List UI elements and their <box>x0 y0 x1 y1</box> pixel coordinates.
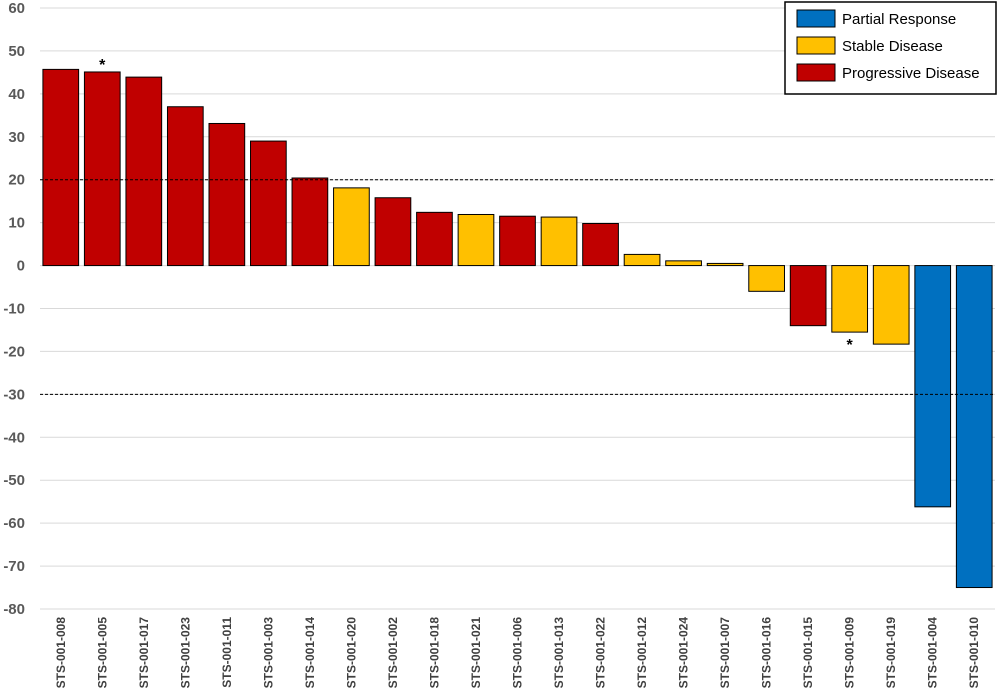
x-tick-label: STS-001-010 <box>967 617 981 689</box>
x-tick-label: STS-001-022 <box>594 617 608 689</box>
x-tick-label: STS-001-021 <box>469 617 483 689</box>
bar <box>914 265 952 508</box>
y-tick-label: 20 <box>8 172 25 189</box>
x-tick-label: STS-001-017 <box>137 617 151 689</box>
legend-swatch <box>796 9 836 28</box>
y-tick-label: 60 <box>8 0 25 17</box>
legend-label: Partial Response <box>842 11 956 28</box>
bar <box>83 71 121 267</box>
x-tick-label: STS-001-012 <box>635 617 649 689</box>
bar <box>416 211 453 267</box>
bar <box>333 187 370 267</box>
x-tick-label: STS-001-024 <box>677 617 691 689</box>
bar <box>499 215 536 267</box>
y-axis-tick-labels: 60 50 40 30 20 10 0 -10 -20 -30 -40 -50 -60 -70 -80 <box>3 0 25 618</box>
x-tick-label: STS-001-003 <box>261 617 275 689</box>
bar <box>955 265 993 589</box>
bar <box>789 265 827 327</box>
bar <box>582 223 619 267</box>
y-tick-label: -80 <box>3 601 25 618</box>
y-tick-label: 40 <box>8 86 25 103</box>
y-tick-label: 30 <box>8 129 25 146</box>
reference-lines <box>40 179 995 395</box>
y-tick-label: -10 <box>3 301 25 318</box>
x-tick-label: STS-001-005 <box>95 617 109 689</box>
bar <box>166 106 204 267</box>
y-tick-label: -40 <box>3 429 25 446</box>
legend-label: Progressive Disease <box>842 65 980 82</box>
bar <box>291 177 329 267</box>
bars <box>42 68 993 589</box>
x-tick-label: STS-001-018 <box>427 617 441 689</box>
x-tick-label: STS-001-009 <box>843 617 857 689</box>
y-tick-label: -60 <box>3 515 25 532</box>
bar <box>125 76 163 267</box>
y-tick-label: -30 <box>3 386 25 403</box>
bar <box>706 262 744 267</box>
x-tick-label: STS-001-013 <box>552 617 566 689</box>
x-tick-label: STS-001-014 <box>303 617 317 689</box>
x-tick-label: STS-001-016 <box>760 617 774 689</box>
x-axis-category-labels: STS-001-008 STS-001-005 STS-001-017 STS-001… <box>54 617 981 689</box>
bar <box>623 253 661 267</box>
x-tick-label: STS-001-015 <box>801 617 815 689</box>
x-tick-label: STS-001-007 <box>718 617 732 689</box>
bar <box>872 265 910 345</box>
y-tick-label: -20 <box>3 343 25 360</box>
bar <box>457 213 495 267</box>
annotations: ** <box>99 57 853 354</box>
legend-swatch <box>796 63 836 82</box>
annotation-asterisk: * <box>847 337 854 354</box>
x-tick-label: STS-001-023 <box>178 617 192 689</box>
legend-label: Stable Disease <box>842 38 943 55</box>
bar <box>665 260 702 267</box>
x-tick-label: STS-001-019 <box>884 617 898 689</box>
y-tick-label: 10 <box>8 215 25 232</box>
x-tick-label: STS-001-006 <box>511 617 525 689</box>
y-tick-label: 50 <box>8 43 25 60</box>
bar <box>748 265 785 292</box>
legend: Partial Response Stable Disease Progressiv… <box>784 1 997 95</box>
x-tick-label: STS-001-020 <box>344 617 358 689</box>
bar <box>250 140 287 267</box>
x-tick-label: STS-001-004 <box>926 617 940 689</box>
legend-swatch <box>796 36 836 55</box>
annotation-asterisk: * <box>99 57 106 74</box>
bar <box>831 265 869 333</box>
x-tick-label: STS-001-008 <box>54 617 68 689</box>
y-tick-label: 0 <box>17 258 25 275</box>
bar <box>374 197 412 267</box>
bar <box>540 216 578 267</box>
x-tick-label: STS-001-002 <box>386 617 400 689</box>
y-tick-label: -70 <box>3 558 25 575</box>
bar <box>208 122 246 267</box>
y-tick-label: -50 <box>3 472 25 489</box>
bar <box>42 68 80 267</box>
x-tick-label: STS-001-011 <box>220 617 234 688</box>
